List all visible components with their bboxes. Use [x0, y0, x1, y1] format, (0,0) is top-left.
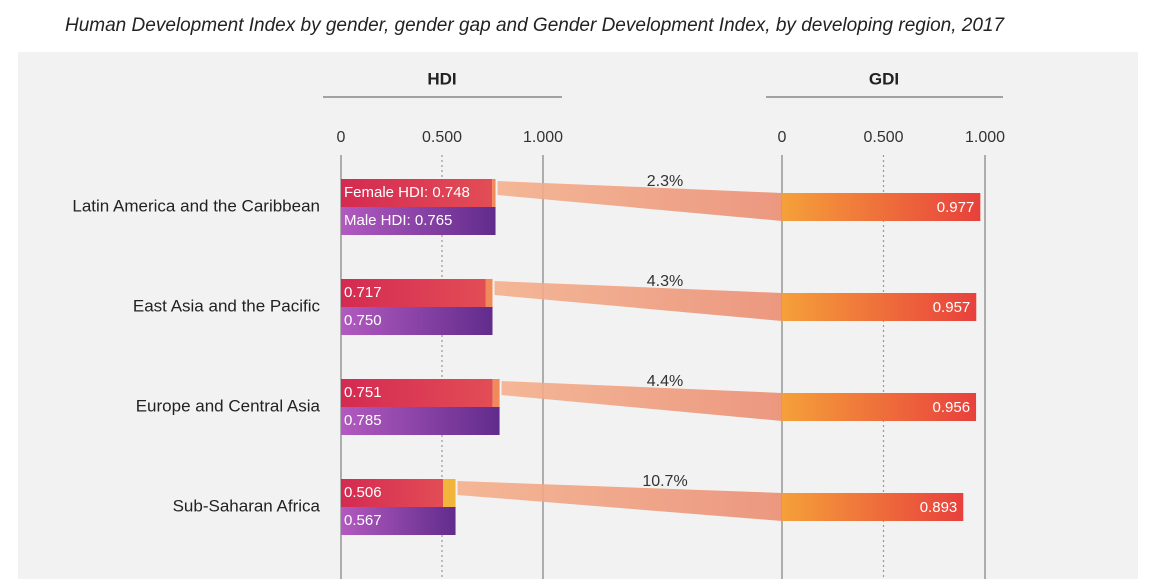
bar — [341, 207, 496, 235]
gap-label: 4.3% — [647, 273, 683, 290]
gap-segment — [443, 479, 456, 507]
bar — [782, 393, 977, 421]
bar — [341, 307, 493, 335]
bar — [782, 193, 981, 221]
bar — [341, 507, 456, 535]
bar — [341, 179, 493, 207]
gap-segment — [492, 379, 500, 407]
x-tick-label: 0.500 — [422, 129, 462, 146]
panel-title: HDI — [427, 69, 456, 88]
gap-wedge — [497, 181, 782, 221]
value-label: 0.956 — [933, 399, 971, 416]
x-tick-label: 1.000 — [965, 129, 1005, 146]
value-label: Male HDI: 0.765 — [344, 212, 452, 229]
category-label: East Asia and the Pacific — [133, 296, 321, 315]
category-label: Sub-Saharan Africa — [173, 496, 321, 515]
value-label: 0.567 — [344, 512, 382, 529]
bar — [341, 407, 500, 435]
bar — [782, 493, 964, 521]
value-label: 0.506 — [344, 484, 382, 501]
gap-label: 4.4% — [647, 373, 683, 390]
gap-label: 10.7% — [642, 473, 687, 490]
value-label: 0.750 — [344, 312, 382, 329]
bar — [341, 279, 486, 307]
value-label: Female HDI: 0.748 — [344, 184, 470, 201]
panel-title: GDI — [869, 69, 899, 88]
x-tick-label: 0 — [778, 129, 787, 146]
gap-label: 2.3% — [647, 173, 683, 190]
chart-title: Human Development Index by gender, gende… — [65, 15, 1005, 36]
category-label: Europe and Central Asia — [136, 396, 321, 415]
bar — [782, 293, 977, 321]
value-label: 0.977 — [937, 199, 975, 216]
value-label: 0.785 — [344, 412, 382, 429]
marks: 0 0.500 1.000 0 0.500 1.000 Latin America and … — [72, 129, 1005, 579]
bar — [341, 379, 493, 407]
bar — [341, 479, 444, 507]
x-tick-label: 1.000 — [523, 129, 563, 146]
value-label: 0.751 — [344, 384, 382, 401]
gap-segment — [492, 179, 496, 207]
value-label: 0.717 — [344, 284, 382, 301]
gap-segment — [485, 279, 493, 307]
gap-wedge — [494, 281, 782, 321]
gap-wedge — [501, 381, 782, 421]
value-label: 0.957 — [933, 299, 971, 316]
gap-wedge — [457, 481, 782, 521]
category-label: Latin America and the Caribbean — [72, 196, 320, 215]
x-tick-label: 0 — [337, 129, 346, 146]
x-tick-label: 0.500 — [863, 129, 903, 146]
value-label: 0.893 — [920, 499, 958, 516]
